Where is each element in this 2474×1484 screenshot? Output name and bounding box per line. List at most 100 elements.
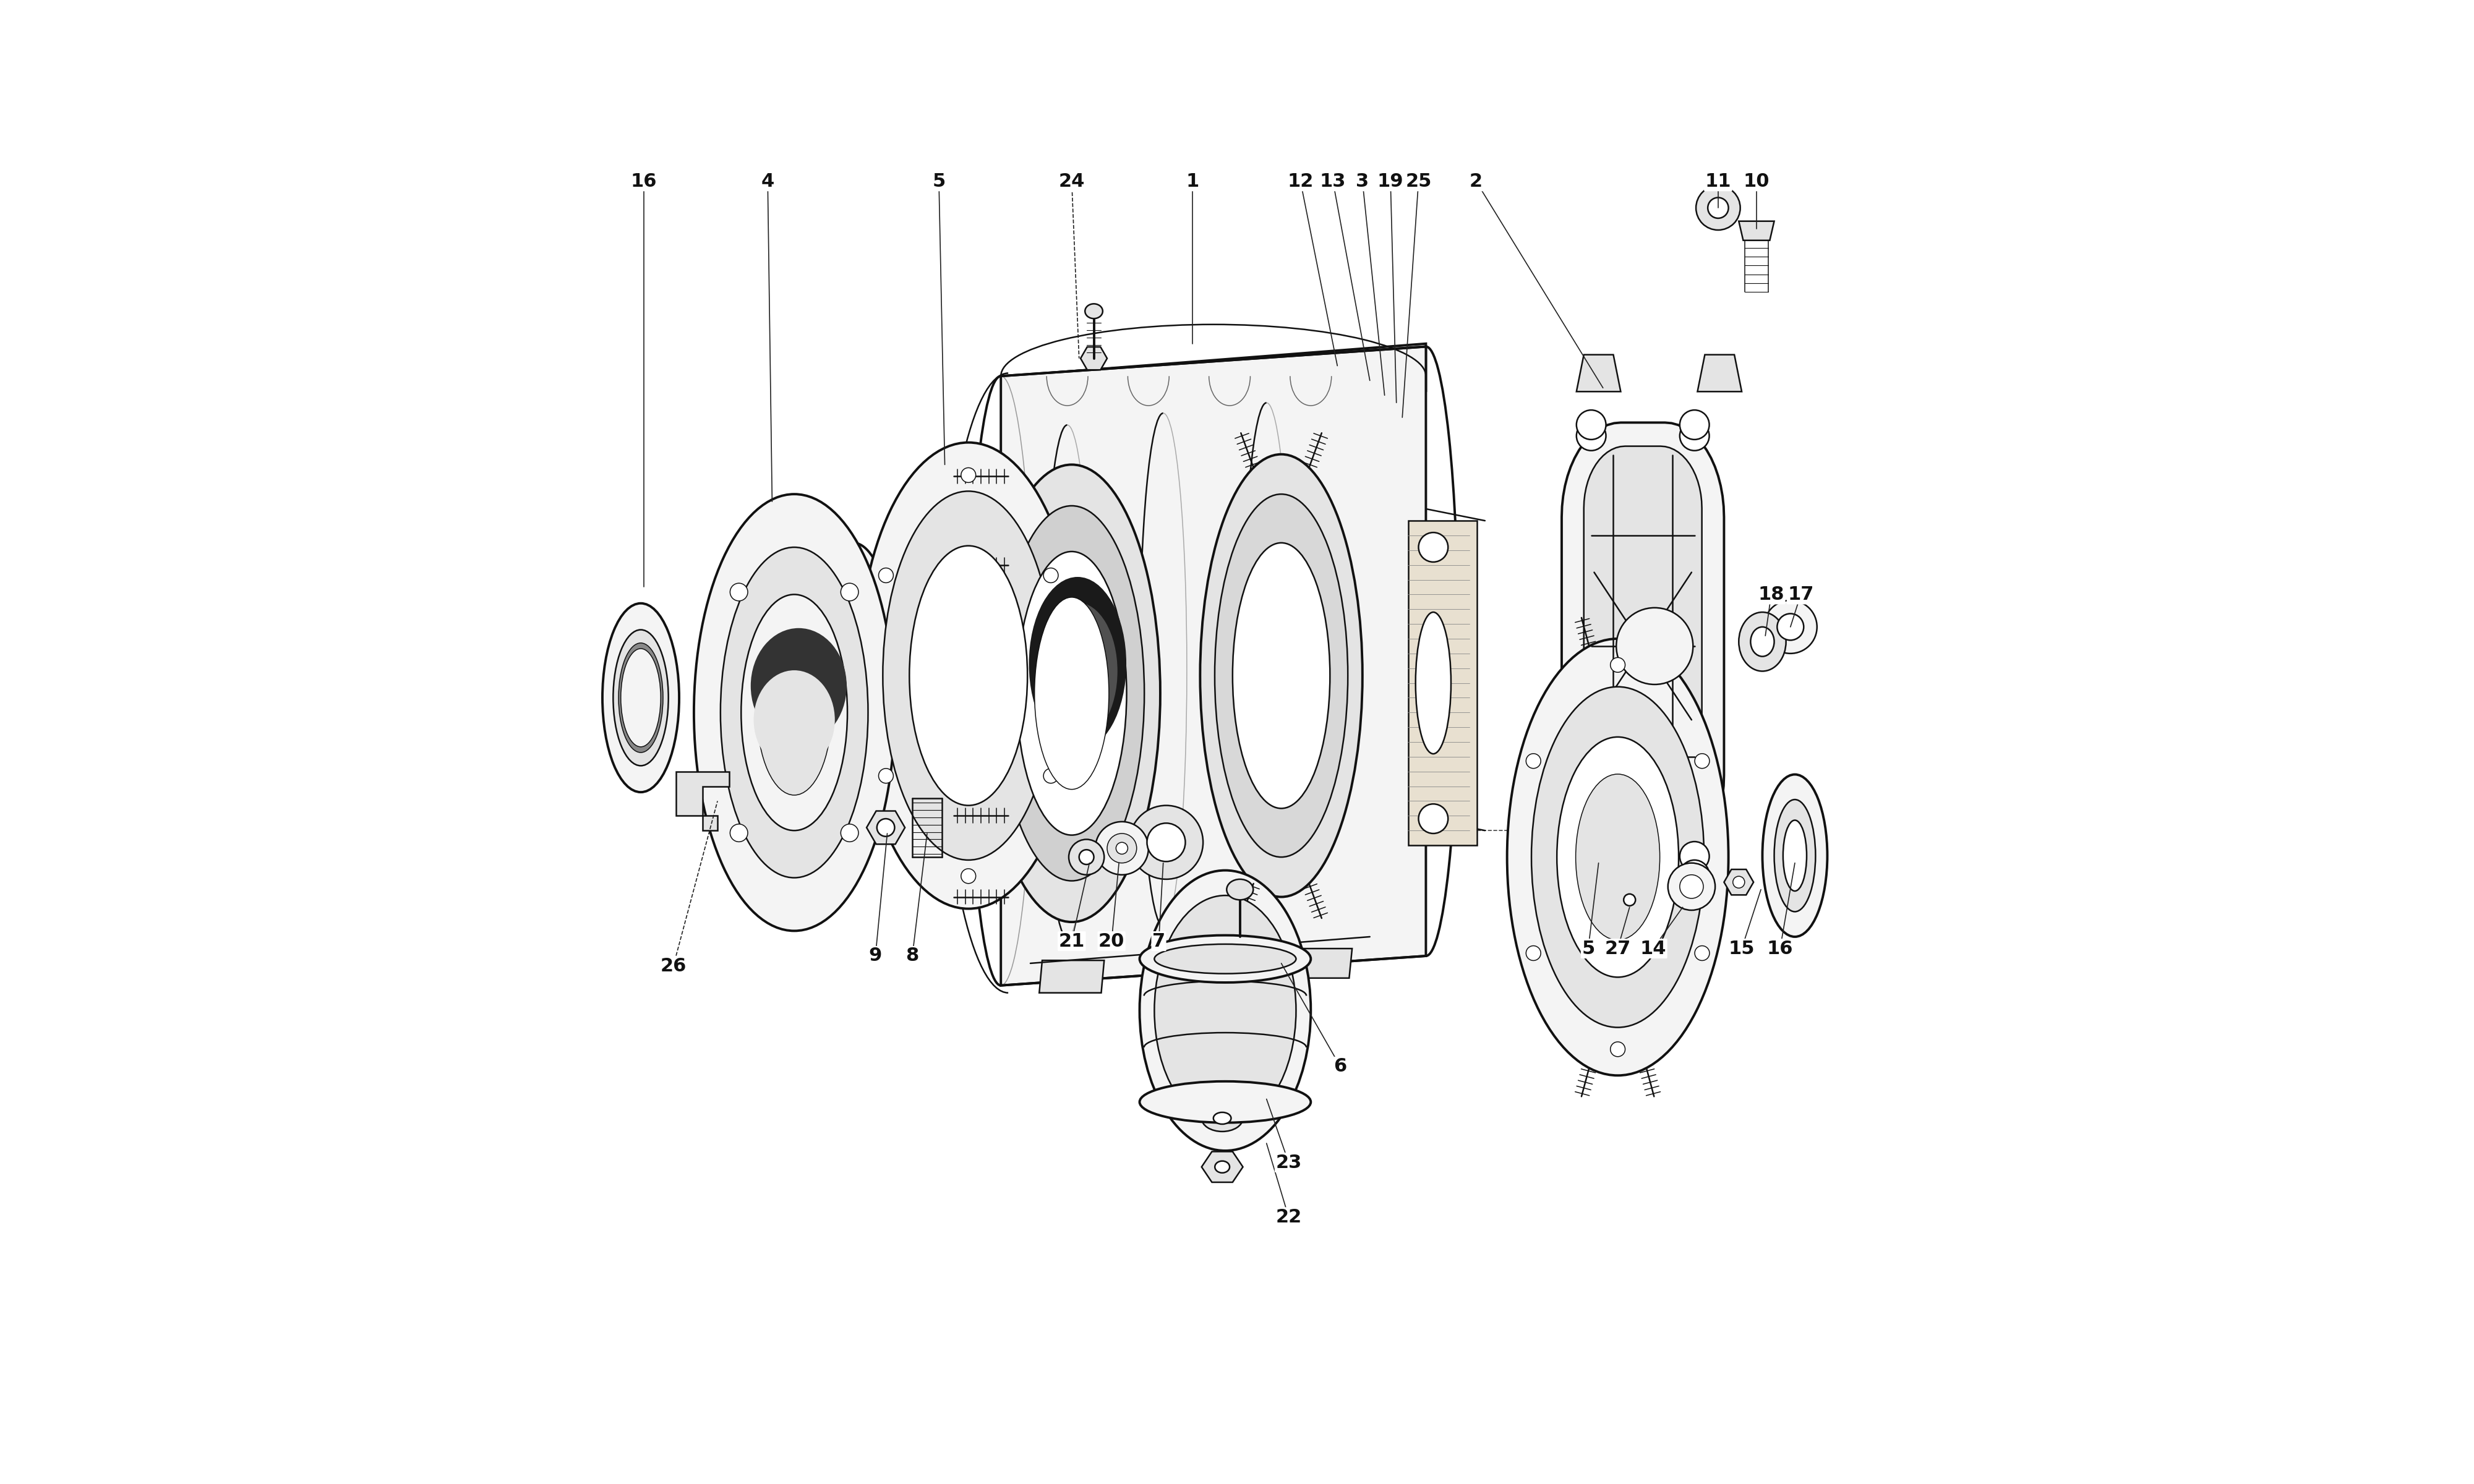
Ellipse shape	[1764, 601, 1816, 653]
Text: 16: 16	[1766, 939, 1794, 957]
Polygon shape	[1739, 221, 1774, 240]
Ellipse shape	[1215, 494, 1348, 858]
Ellipse shape	[809, 543, 898, 824]
Ellipse shape	[1128, 806, 1202, 879]
Ellipse shape	[841, 824, 858, 841]
Ellipse shape	[1576, 861, 1606, 889]
Ellipse shape	[1680, 841, 1710, 871]
Polygon shape	[1583, 447, 1702, 846]
Ellipse shape	[601, 604, 680, 792]
Ellipse shape	[960, 467, 975, 482]
Ellipse shape	[1141, 1082, 1311, 1123]
Text: 22: 22	[1277, 1208, 1301, 1226]
Ellipse shape	[1148, 824, 1185, 862]
Ellipse shape	[1616, 884, 1645, 914]
Polygon shape	[1002, 347, 1425, 985]
Ellipse shape	[1202, 1106, 1242, 1131]
Ellipse shape	[1141, 870, 1311, 1150]
Ellipse shape	[1776, 614, 1804, 640]
Ellipse shape	[1017, 552, 1126, 835]
Ellipse shape	[730, 583, 747, 601]
Ellipse shape	[1079, 850, 1094, 865]
Ellipse shape	[1418, 804, 1447, 834]
Ellipse shape	[757, 629, 831, 795]
Text: 2: 2	[1470, 172, 1482, 190]
Ellipse shape	[1576, 775, 1660, 939]
Polygon shape	[1561, 423, 1724, 870]
Ellipse shape	[621, 650, 661, 745]
Ellipse shape	[1761, 775, 1828, 936]
Ellipse shape	[1611, 1042, 1625, 1057]
Ellipse shape	[1155, 895, 1296, 1125]
Ellipse shape	[730, 824, 747, 841]
Text: 23: 23	[1277, 1153, 1301, 1171]
Ellipse shape	[858, 442, 1079, 908]
Ellipse shape	[1576, 841, 1606, 871]
Ellipse shape	[1415, 613, 1450, 754]
Text: 16: 16	[631, 172, 658, 190]
Ellipse shape	[1232, 543, 1331, 809]
Text: 5: 5	[933, 172, 945, 190]
Ellipse shape	[1141, 935, 1311, 982]
Ellipse shape	[720, 548, 868, 877]
Text: 10: 10	[1744, 172, 1769, 190]
Polygon shape	[1039, 960, 1103, 993]
Ellipse shape	[1086, 304, 1103, 319]
Ellipse shape	[1576, 421, 1606, 451]
Ellipse shape	[1680, 861, 1710, 889]
Ellipse shape	[824, 583, 883, 784]
Ellipse shape	[1037, 603, 1118, 741]
Ellipse shape	[1044, 568, 1059, 583]
Polygon shape	[675, 772, 730, 816]
Text: 17: 17	[1789, 586, 1813, 604]
Ellipse shape	[1108, 834, 1136, 864]
Text: 11: 11	[1705, 172, 1732, 190]
Text: 1: 1	[1185, 172, 1200, 190]
Text: 13: 13	[1319, 172, 1346, 190]
Ellipse shape	[1680, 410, 1710, 439]
Ellipse shape	[1215, 1160, 1230, 1172]
Ellipse shape	[618, 643, 663, 752]
Ellipse shape	[1069, 840, 1103, 874]
Ellipse shape	[1531, 687, 1705, 1027]
Ellipse shape	[1200, 454, 1363, 896]
Text: 9: 9	[868, 947, 883, 965]
Ellipse shape	[1680, 874, 1705, 898]
Ellipse shape	[1707, 197, 1729, 218]
Ellipse shape	[1667, 864, 1714, 910]
Polygon shape	[1081, 347, 1108, 370]
Ellipse shape	[742, 595, 849, 831]
Text: 7: 7	[1153, 932, 1165, 950]
Text: 21: 21	[1059, 932, 1084, 950]
Ellipse shape	[1697, 186, 1739, 230]
Ellipse shape	[1556, 738, 1680, 976]
Polygon shape	[866, 810, 905, 844]
Ellipse shape	[1784, 821, 1806, 890]
Ellipse shape	[1695, 754, 1710, 769]
Text: 24: 24	[1059, 172, 1084, 190]
Text: 12: 12	[1286, 172, 1314, 190]
Text: 14: 14	[1640, 939, 1667, 957]
Text: 6: 6	[1333, 1058, 1346, 1076]
Ellipse shape	[1732, 876, 1744, 887]
Ellipse shape	[1611, 657, 1625, 672]
Ellipse shape	[1418, 533, 1447, 562]
Ellipse shape	[1155, 944, 1296, 974]
Text: 26: 26	[661, 957, 685, 975]
Ellipse shape	[750, 628, 846, 743]
Ellipse shape	[1096, 822, 1148, 874]
Polygon shape	[1576, 355, 1620, 392]
Polygon shape	[703, 816, 717, 831]
Text: 19: 19	[1378, 172, 1403, 190]
Polygon shape	[1697, 355, 1742, 392]
Ellipse shape	[1526, 945, 1541, 960]
Ellipse shape	[876, 819, 896, 837]
Ellipse shape	[621, 649, 661, 746]
Text: 15: 15	[1729, 939, 1754, 957]
Ellipse shape	[1526, 754, 1541, 769]
Ellipse shape	[614, 629, 668, 766]
Ellipse shape	[1044, 769, 1059, 784]
Ellipse shape	[1227, 879, 1254, 899]
Ellipse shape	[878, 568, 893, 583]
Text: 3: 3	[1356, 172, 1368, 190]
